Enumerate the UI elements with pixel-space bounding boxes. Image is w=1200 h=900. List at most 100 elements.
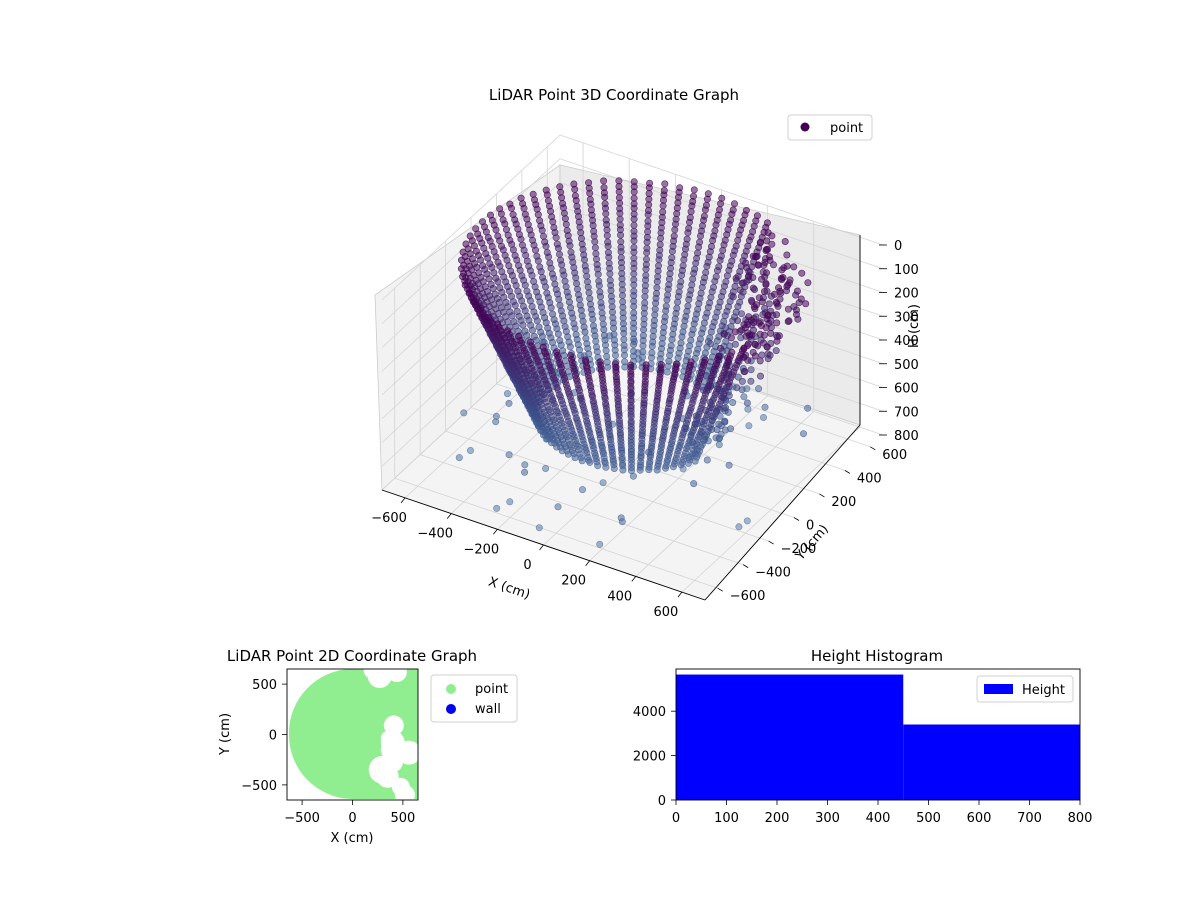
scatter-point: [630, 221, 638, 229]
scatter-point: [641, 293, 649, 301]
scatter-point: [616, 209, 624, 217]
scatter-point: [531, 246, 539, 254]
scatter-point: [729, 251, 737, 259]
scatter-point: [600, 177, 608, 185]
scatter-point: [585, 350, 593, 358]
scatter-point: [580, 256, 588, 264]
scatter-point: [695, 300, 703, 308]
scatter-point: [690, 320, 698, 328]
scatter-point: [550, 274, 558, 282]
scatter-point: [506, 498, 514, 506]
scatter-point: [772, 298, 780, 306]
scatter-point: [749, 252, 757, 260]
scatter-point: [571, 185, 579, 193]
scatter-point: [620, 351, 628, 359]
scatter-point: [591, 244, 599, 252]
chart-2d-title: LiDAR Point 2D Coordinate Graph: [227, 647, 477, 665]
scatter-point: [747, 377, 755, 385]
y-tick-label: −200: [781, 542, 817, 557]
scatter-point: [751, 352, 759, 360]
z-tick-label: 700: [894, 405, 919, 420]
scatter-point: [738, 377, 746, 385]
scatter-point: [611, 351, 619, 359]
x-tick: [677, 591, 683, 598]
scatter-point: [750, 285, 758, 293]
y-tick-label-hist: 4000: [633, 705, 666, 720]
scatter-point: [773, 311, 781, 319]
scatter-point: [712, 434, 720, 442]
scatter-point: [727, 334, 735, 342]
scatter-point: [501, 220, 509, 228]
scatter-point: [763, 315, 771, 323]
scatter-point: [690, 269, 698, 277]
scatter-point: [713, 267, 721, 275]
scatter-point: [755, 385, 763, 393]
scatter-point: [703, 262, 711, 270]
scatter-point: [589, 315, 597, 323]
scatter-point: [719, 246, 727, 254]
scatter-point: [728, 348, 736, 356]
scatter-point: [758, 298, 766, 306]
x-tick-label-hist: 800: [1068, 811, 1093, 826]
legend-3d: point: [787, 114, 873, 141]
z-tick-label: 300: [894, 310, 919, 325]
scatter-point: [739, 279, 747, 287]
scatter-point: [509, 246, 517, 254]
scatter-point: [720, 330, 728, 338]
z-tick-label: 0: [894, 239, 902, 254]
scatter-point: [561, 215, 569, 223]
scatter-point: [737, 292, 745, 300]
scatter-point: [743, 517, 751, 525]
scatter-point: [688, 202, 696, 210]
z-tick-label: 500: [894, 358, 919, 373]
scatter-point: [606, 270, 614, 278]
histogram-title: Height Histogram: [811, 647, 943, 665]
scatter-point: [663, 368, 671, 376]
scatter-point: [747, 366, 755, 374]
scatter-point: [517, 235, 525, 243]
scatter-point: [543, 191, 551, 199]
scatter-point: [759, 413, 767, 421]
scatter-point: [740, 344, 748, 352]
scatter-point: [737, 310, 745, 318]
scatter-point: [595, 282, 603, 290]
scatter-point: [569, 314, 577, 322]
scatter-point: [630, 248, 638, 256]
scatter-point: [621, 363, 629, 371]
scatter-point: [503, 390, 511, 398]
scatter-point: [644, 222, 652, 230]
scatter-point: [616, 215, 624, 223]
scatter-point: [642, 361, 650, 369]
scatter-point: [744, 405, 752, 413]
scatter-point: [552, 234, 560, 242]
scatter-point: [664, 285, 672, 293]
scatter-point: [781, 238, 789, 246]
scatter-point: [640, 326, 648, 334]
scatter-point: [539, 232, 547, 240]
x-tick: [539, 544, 544, 551]
scatter-point: [661, 180, 669, 188]
scatter-point: [586, 189, 594, 197]
x-tick: [400, 497, 406, 504]
scatter-point: [521, 461, 529, 469]
open-area: [363, 669, 382, 680]
y-tick-label: 600: [882, 448, 907, 463]
scatter-point: [734, 236, 742, 244]
x-tick-label: 600: [654, 605, 679, 620]
scatter-point: [728, 210, 736, 218]
legend-2d-point-marker: [446, 684, 456, 694]
scatter-point: [765, 253, 773, 261]
scatter-point: [741, 324, 749, 332]
scatter-point: [585, 289, 593, 297]
scatter-point: [600, 325, 608, 333]
scatter-point: [674, 298, 682, 306]
scatter-point: [579, 317, 587, 325]
scatter-point: [685, 295, 693, 303]
scatter-point: [670, 325, 678, 333]
y-tick-label: −600: [730, 589, 766, 604]
x-tick-label-hist: 700: [1017, 811, 1042, 826]
scatter-point: [466, 446, 474, 454]
x-tick-label-hist: 200: [765, 811, 790, 826]
scatter-point: [643, 249, 651, 257]
